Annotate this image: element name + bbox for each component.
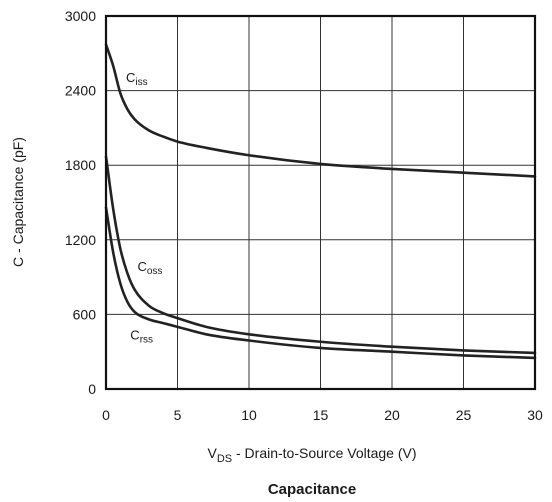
y-tick-label: 600 [73,306,97,322]
x-tick-label: 10 [241,407,257,423]
series-label-iss: Ciss [126,70,148,88]
y-tick-label: 2400 [65,83,96,99]
x-tick-label: 15 [313,407,329,423]
x-tick-label: 20 [384,407,400,423]
y-tick-label: 1800 [65,157,96,173]
y-tick-label: 3000 [65,8,96,24]
x-axis-label-rest: - Drain-to-Source Voltage (V) [232,445,416,461]
x-tick-label: 5 [174,407,182,423]
x-axis-label-main: V [207,445,217,461]
x-tick-labels: 0 5 10 15 20 25 30 [102,407,543,423]
series-label-oss: Coss [137,259,162,277]
plot-frame [104,14,537,391]
y-tick-labels: 0 600 1200 1800 2400 3000 [65,8,96,397]
y-axis-label: C - Capacitance (pF) [10,137,26,267]
curves [104,43,537,360]
series-label-main: C [130,327,139,342]
series-label-sub: oss [147,266,163,277]
series-label-main: C [137,259,146,274]
y-tick-label: 0 [88,381,96,397]
curve-iss [104,43,537,178]
curve-oss [104,155,537,355]
x-tick-label: 30 [527,407,543,423]
series-label-sub: rss [140,334,153,345]
series-label-main: C [126,70,135,85]
x-axis-label: VDS - Drain-to-Source Voltage (V) [207,445,416,465]
x-tick-label: 0 [102,407,110,423]
x-axis-label-sub: DS [217,453,232,465]
series-label-rss: Crss [130,327,153,345]
series-label-sub: iss [135,77,147,88]
y-tick-label: 1200 [65,232,96,248]
grid [105,15,536,390]
x-tick-label: 25 [456,407,472,423]
curve-rss [104,206,537,360]
chart-title: Capacitance [268,481,356,498]
